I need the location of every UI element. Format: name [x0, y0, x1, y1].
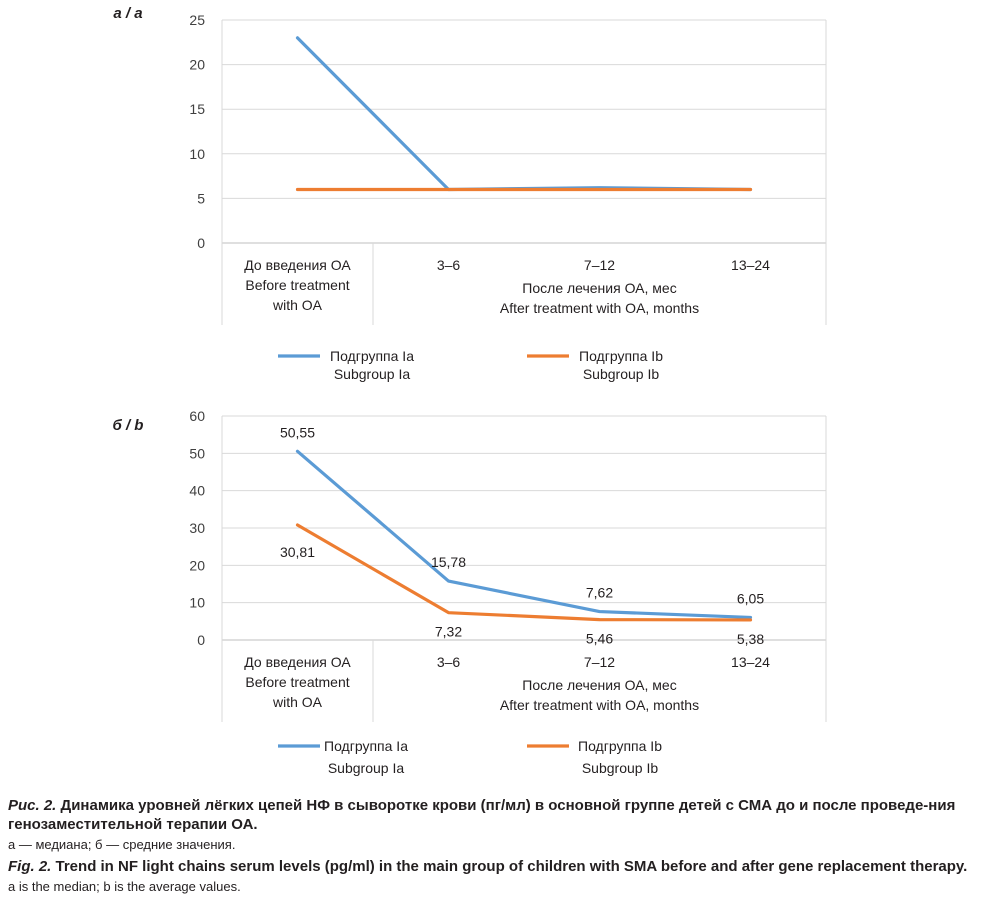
legend-entry: Подгруппа Ib	[579, 348, 663, 364]
x-group-label: After treatment with OA, months	[500, 697, 699, 713]
y-tick-label: 5	[197, 190, 205, 206]
y-tick-label: 20	[189, 557, 205, 573]
legend-entry: Subgroup Ia	[334, 366, 410, 382]
y-tick-label: 30	[189, 520, 205, 536]
y-tick-label: 50	[189, 445, 205, 461]
y-tick-label: 15	[189, 101, 205, 117]
y-tick-label: 25	[189, 12, 205, 28]
x-category-label: with OA	[272, 297, 323, 313]
y-tick-label: 60	[189, 408, 205, 424]
data-label: 7,32	[435, 624, 462, 640]
x-category-label: 13–24	[731, 257, 770, 273]
data-label: 15,78	[431, 554, 466, 570]
x-category-label: Before treatment	[245, 277, 349, 293]
series-line	[295, 449, 753, 620]
x-category-label: 13–24	[731, 654, 770, 670]
x-group-label: После лечения ОА, мес	[522, 280, 676, 296]
caption-ru-title: Рис. 2. Динамика уровней лёгких цепей НФ…	[8, 797, 956, 833]
legend-entry: Subgroup Ia	[328, 760, 404, 776]
x-category-label: До введения ОА	[244, 257, 351, 273]
legend-entry: Подгруппа Ib	[578, 738, 662, 754]
x-category-label: Before treatment	[245, 674, 349, 690]
x-category-label: with OA	[272, 694, 323, 710]
y-tick-label: 20	[189, 57, 205, 73]
panel-label: б / b	[113, 417, 144, 434]
series-line	[295, 36, 753, 192]
x-group-label: After treatment with OA, months	[500, 300, 699, 316]
x-group-label: После лечения ОА, мес	[522, 677, 676, 693]
y-tick-label: 40	[189, 483, 205, 499]
x-category-label: 7–12	[584, 257, 615, 273]
y-tick-label: 0	[197, 235, 205, 251]
figure-caption: Рис. 2. Динамика уровней лёгких цепей НФ…	[8, 796, 996, 895]
data-label: 30,81	[280, 544, 315, 560]
x-category-label: 3–6	[437, 257, 461, 273]
legend-entry: Subgroup Ib	[583, 366, 659, 382]
caption-en-note: a is the median; b is the average values…	[8, 879, 241, 894]
legend-entry: Подгруппа Ia	[330, 348, 414, 364]
legend-entry: Subgroup Ib	[582, 760, 658, 776]
y-tick-label: 10	[189, 146, 205, 162]
data-label: 50,55	[280, 424, 315, 440]
x-category-label: 3–6	[437, 654, 461, 670]
x-category-label: 7–12	[584, 654, 615, 670]
data-label: 5,46	[586, 631, 613, 647]
x-category-label: До введения ОА	[244, 654, 351, 670]
caption-ru-note: а — медиана; б — средние значения.	[8, 837, 236, 852]
y-tick-label: 10	[189, 595, 205, 611]
y-tick-label: 0	[197, 632, 205, 648]
panel-label: a / a	[113, 5, 142, 22]
data-label: 7,62	[586, 585, 613, 601]
series-line	[295, 523, 753, 622]
legend-entry: Подгруппа Ia	[324, 738, 408, 754]
charts-area: a / a 0 5 10 15 20 25 До введения ОА Before trea…	[113, 5, 827, 776]
caption-en-title: Fig. 2. Trend in NF light chains serum l…	[8, 858, 968, 875]
data-label: 5,38	[737, 631, 764, 647]
data-label: 6,05	[737, 590, 764, 606]
